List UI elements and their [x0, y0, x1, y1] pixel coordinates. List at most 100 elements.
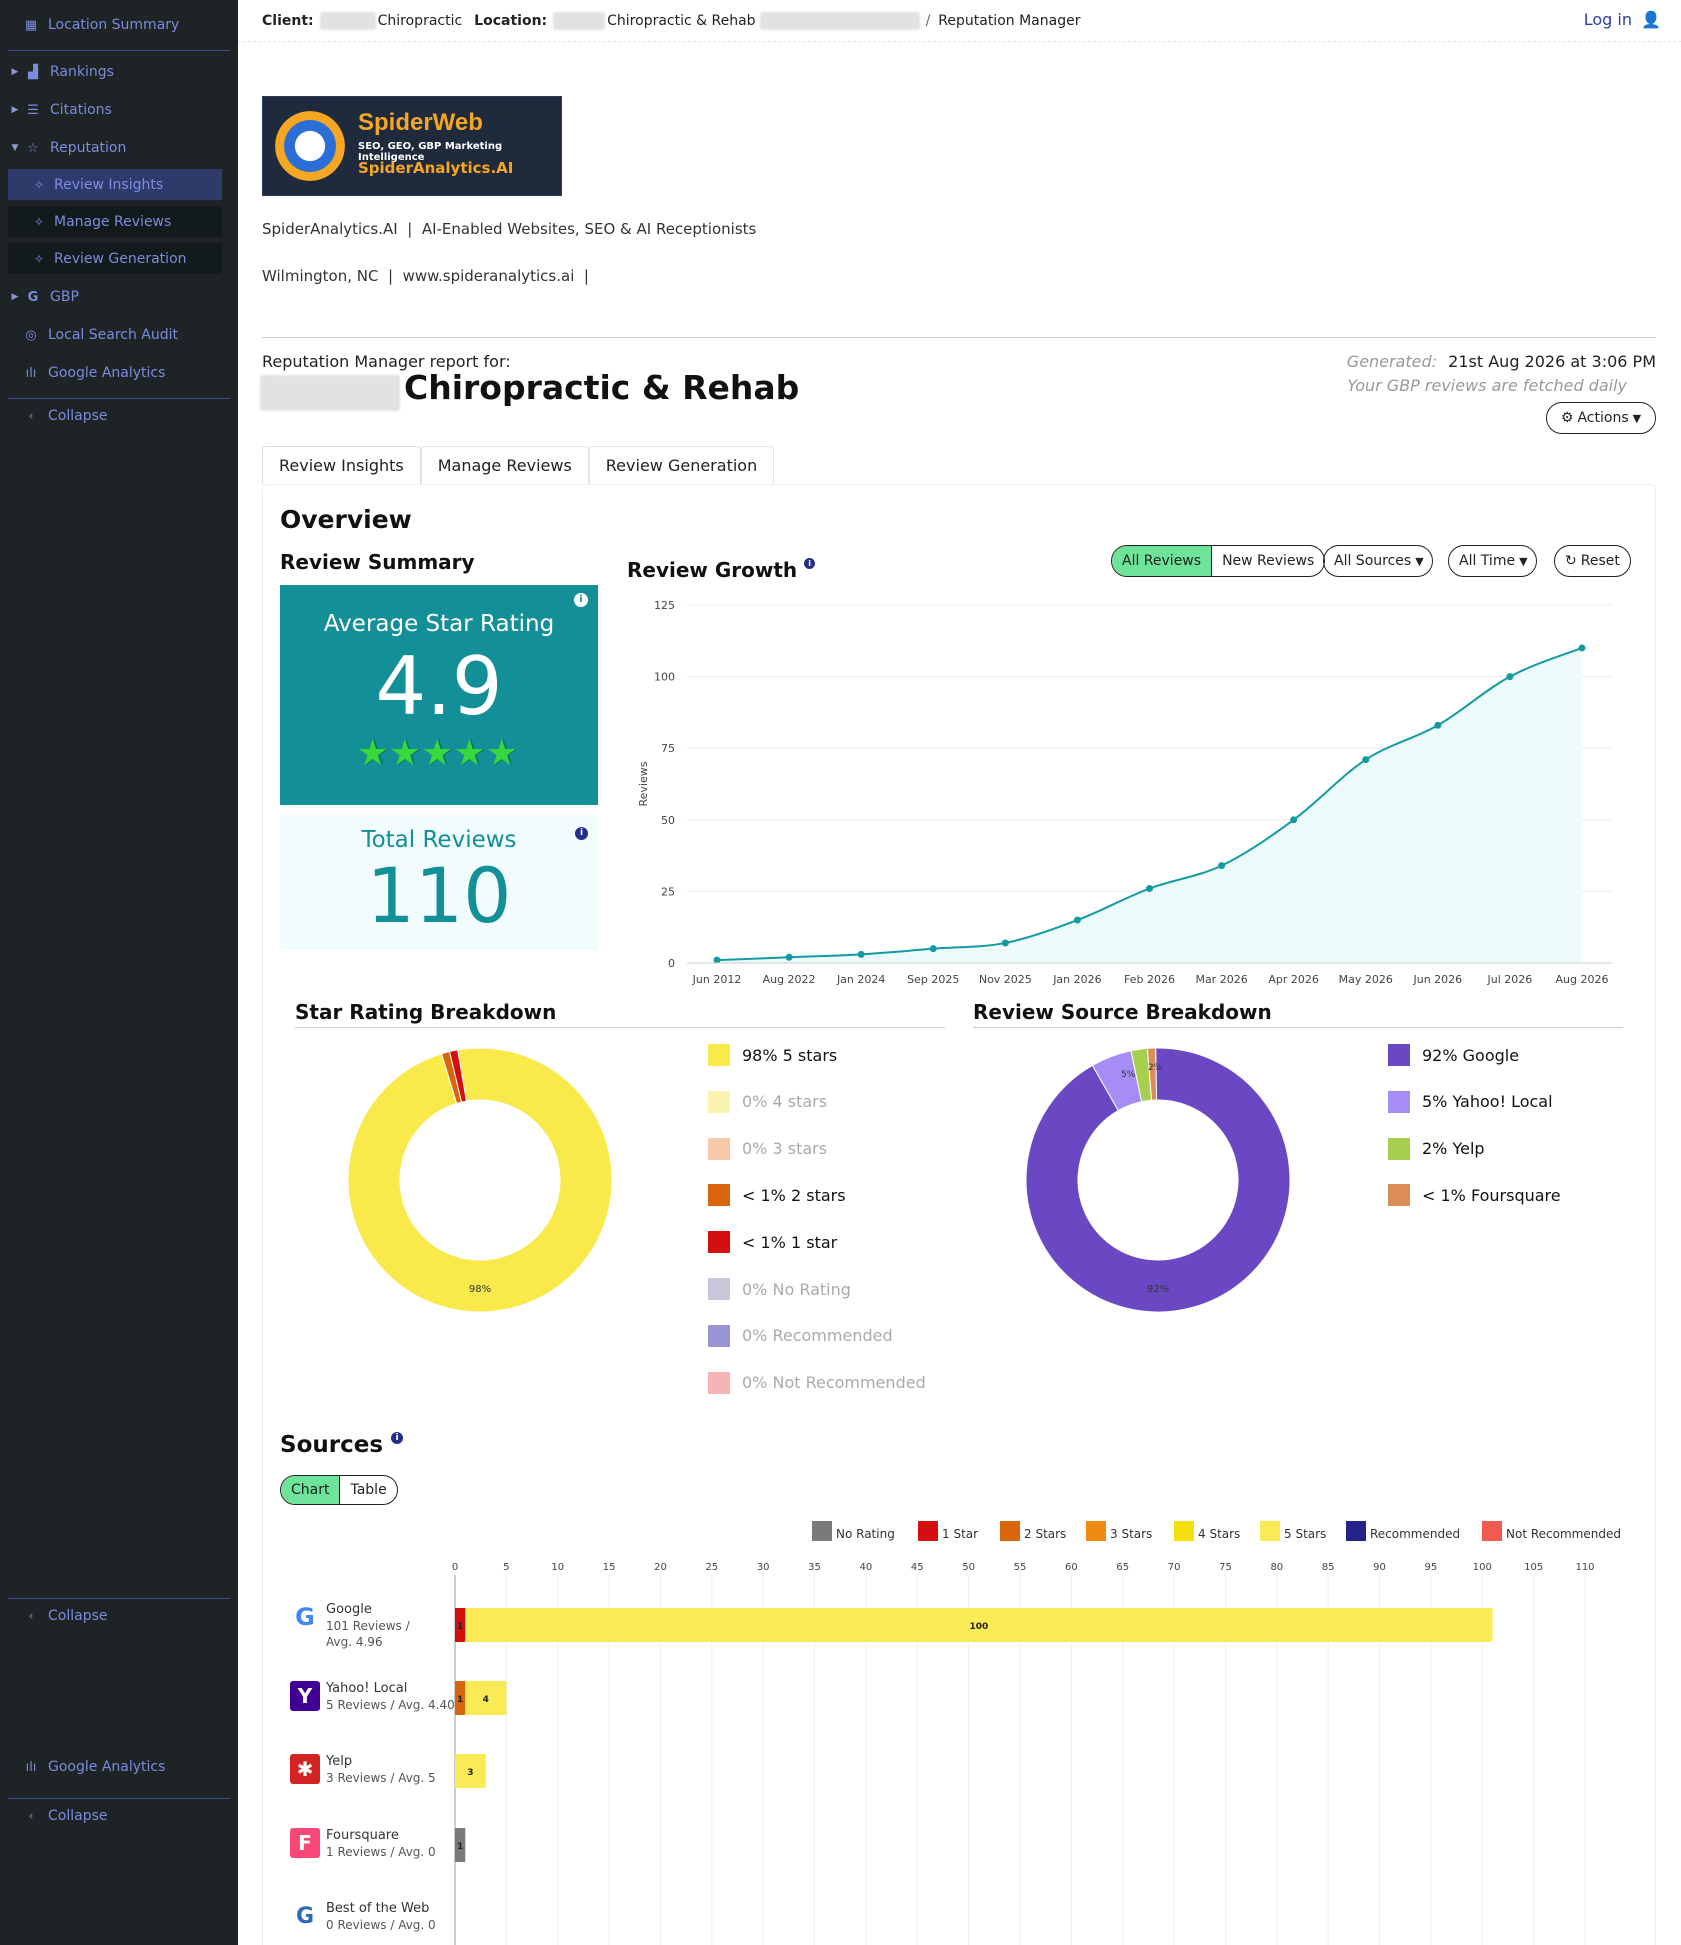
data-point	[857, 950, 865, 958]
reset-button[interactable]: ↻ Reset	[1554, 545, 1631, 577]
legend-item[interactable]: < 1% 1 star	[708, 1231, 838, 1254]
legend-item[interactable]: 5 Stars	[1260, 1521, 1326, 1541]
source-details: Yelp 3 Reviews / Avg. 5	[326, 1754, 436, 1786]
sidebar-item-local-search-audit[interactable]: ◎ Local Search Audit	[0, 320, 238, 350]
total-reviews-label: Total Reviews	[361, 827, 517, 853]
redacted-block	[319, 11, 376, 30]
breadcrumb-separator: /	[925, 12, 931, 29]
x-tick-label: Feb 2026	[1124, 973, 1175, 985]
legend-item[interactable]: < 1% Foursquare	[1388, 1184, 1561, 1207]
divider	[295, 1027, 945, 1028]
legend-label: < 1% 1 star	[742, 1232, 838, 1252]
x-tick-label: 80	[1270, 1562, 1283, 1573]
info-icon[interactable]: i	[575, 827, 588, 840]
login-link[interactable]: Log in 👤	[1584, 10, 1661, 29]
sidebar-subitem-manage-reviews[interactable]: ✧ Manage Reviews	[8, 206, 222, 237]
legend-label: 2% Yelp	[1422, 1139, 1485, 1159]
review-growth-title: Review Growth i	[627, 558, 816, 582]
chart-view-button[interactable]: Chart	[281, 1476, 340, 1504]
tab-review-insights[interactable]: Review Insights	[262, 446, 421, 484]
legend-item[interactable]: 0% 4 stars	[708, 1090, 827, 1113]
legend-item[interactable]: 98% 5 stars	[708, 1044, 837, 1066]
legend-item[interactable]: Recommended	[1346, 1521, 1460, 1541]
legend-label: Recommended	[1370, 1527, 1461, 1541]
time-dropdown[interactable]: All Time ▼	[1448, 545, 1537, 577]
legend-item[interactable]: 3 Stars	[1086, 1521, 1152, 1541]
brand-logo: SpiderWeb SEO, GEO, GBP Marketing Intell…	[262, 96, 562, 196]
sidebar-subitem-review-insights[interactable]: ✧ Review Insights	[8, 169, 222, 200]
generated-info: Generated: 21st Aug 2026 at 3:06 PM	[1347, 352, 1656, 371]
info-icon[interactable]: i	[574, 593, 588, 607]
y-tick-label: 100	[654, 671, 675, 684]
logo-title: SpiderWeb	[358, 109, 483, 136]
x-tick-label: 60	[1065, 1562, 1078, 1573]
audit-icon: ◎	[25, 327, 37, 343]
legend-item[interactable]: 1 Star	[918, 1521, 978, 1541]
legend-item[interactable]: 0% 3 stars	[708, 1137, 827, 1160]
collapse-button-ghost-2[interactable]: ‹ Collapse	[0, 1801, 238, 1831]
source-row[interactable]: Y Yahoo! Local 5 Reviews / Avg. 4.40	[290, 1681, 455, 1713]
sidebar-item-rankings[interactable]: ▶ ▟ Rankings	[0, 57, 238, 87]
source-stats: 1 Reviews / Avg. 0	[326, 1845, 436, 1859]
table-view-button[interactable]: Table	[339, 1476, 396, 1504]
tab-manage-reviews[interactable]: Manage Reviews	[420, 446, 589, 484]
data-point	[1290, 816, 1298, 824]
source-row[interactable]: G Best of the Web 0 Reviews / Avg. 0	[290, 1901, 436, 1933]
legend-item[interactable]: 0% Not Recommended	[708, 1371, 926, 1394]
info-icon[interactable]: i	[391, 1432, 404, 1444]
total-reviews-card: i Total Reviews 110	[280, 815, 598, 950]
logo-site: SpiderAnalytics.AI	[358, 159, 514, 177]
sidebar-item-google-analytics[interactable]: ılı Google Analytics	[0, 358, 238, 388]
review-growth-label: Review Growth	[627, 558, 798, 582]
source-row[interactable]: F Foursquare 1 Reviews / Avg. 0	[290, 1828, 436, 1860]
info-icon[interactable]: i	[804, 558, 816, 569]
legend-item[interactable]: 2 Stars	[1000, 1521, 1066, 1541]
legend-item[interactable]: 0% No Rating	[708, 1278, 851, 1300]
pie-slice-1-star	[448, 1049, 468, 1103]
source-row[interactable]: G Google 101 Reviews / Avg. 4.96	[290, 1602, 410, 1650]
sidebar-subitem-review-generation[interactable]: ✧ Review Generation	[8, 243, 222, 274]
data-point	[785, 953, 793, 961]
legend-item[interactable]: 92% Google	[1388, 1044, 1519, 1066]
x-tick-label: 85	[1322, 1562, 1335, 1573]
source-row[interactable]: ✱ Yelp 3 Reviews / Avg. 5	[290, 1754, 436, 1786]
legend-item[interactable]: No Rating	[812, 1521, 895, 1541]
tab-review-generation[interactable]: Review Generation	[588, 446, 775, 484]
collapse-button[interactable]: ‹ Collapse	[0, 401, 238, 431]
redacted-block	[553, 11, 606, 30]
legend-item[interactable]: < 1% 2 stars	[708, 1184, 846, 1207]
review-growth-chart: 0 25 50 75 100 125 Reviews Jun 2012 Aug 2022 Jan …	[637, 599, 1612, 985]
legend-item[interactable]: 0% Recommended	[708, 1324, 893, 1347]
sidebar: ▦ Location Summary ▶ ▟ Rankings ▶ ☰ Cita…	[0, 0, 238, 1945]
legend-item[interactable]: Not Recommended	[1482, 1521, 1621, 1541]
legend-item[interactable]: 2% Yelp	[1388, 1137, 1485, 1160]
sidebar-item-citations[interactable]: ▶ ☰ Citations	[0, 95, 238, 125]
actions-button[interactable]: ⚙ Actions ▼	[1546, 402, 1656, 434]
brand-address: Wilmington, NC | www.spideranalytics.ai …	[262, 267, 589, 285]
generated-value: 21st Aug 2026 at 3:06 PM	[1448, 352, 1656, 371]
x-tick-label: 110	[1575, 1562, 1594, 1573]
data-point	[1362, 756, 1370, 764]
chevron-right-icon: ▶	[11, 292, 19, 302]
divider	[262, 337, 1656, 338]
breadcrumb-page: Reputation Manager	[938, 12, 1081, 29]
data-point	[1578, 644, 1586, 652]
collapse-button-ghost[interactable]: ‹ Collapse	[0, 1601, 238, 1631]
all-reviews-button[interactable]: All Reviews	[1112, 546, 1212, 576]
legend-item[interactable]: 4 Stars	[1174, 1521, 1240, 1541]
x-tick-label: Nov 2025	[979, 973, 1032, 985]
new-reviews-button[interactable]: New Reviews	[1211, 546, 1324, 576]
source-stats: 3 Reviews / Avg. 5	[326, 1771, 436, 1785]
sources-dropdown[interactable]: All Sources ▼	[1323, 545, 1433, 577]
analytics-icon: ılı	[25, 365, 37, 381]
sidebar-item-reputation[interactable]: ▼ ☆ Reputation	[0, 133, 238, 163]
total-reviews-value: 110	[366, 851, 512, 940]
refresh-icon: ↻	[1565, 553, 1577, 569]
legend-label: 98% 5 stars	[742, 1045, 838, 1065]
sidebar-item-google-analytics-ghost[interactable]: ılı Google Analytics	[0, 1757, 238, 1777]
sidebar-item-location-summary[interactable]: ▦ Location Summary	[0, 10, 238, 40]
sidebar-item-gbp[interactable]: ▶ G GBP	[0, 282, 238, 312]
y-axis-label: Reviews	[637, 761, 650, 806]
redacted-block	[759, 11, 920, 30]
legend-item[interactable]: 5% Yahoo! Local	[1388, 1090, 1553, 1113]
